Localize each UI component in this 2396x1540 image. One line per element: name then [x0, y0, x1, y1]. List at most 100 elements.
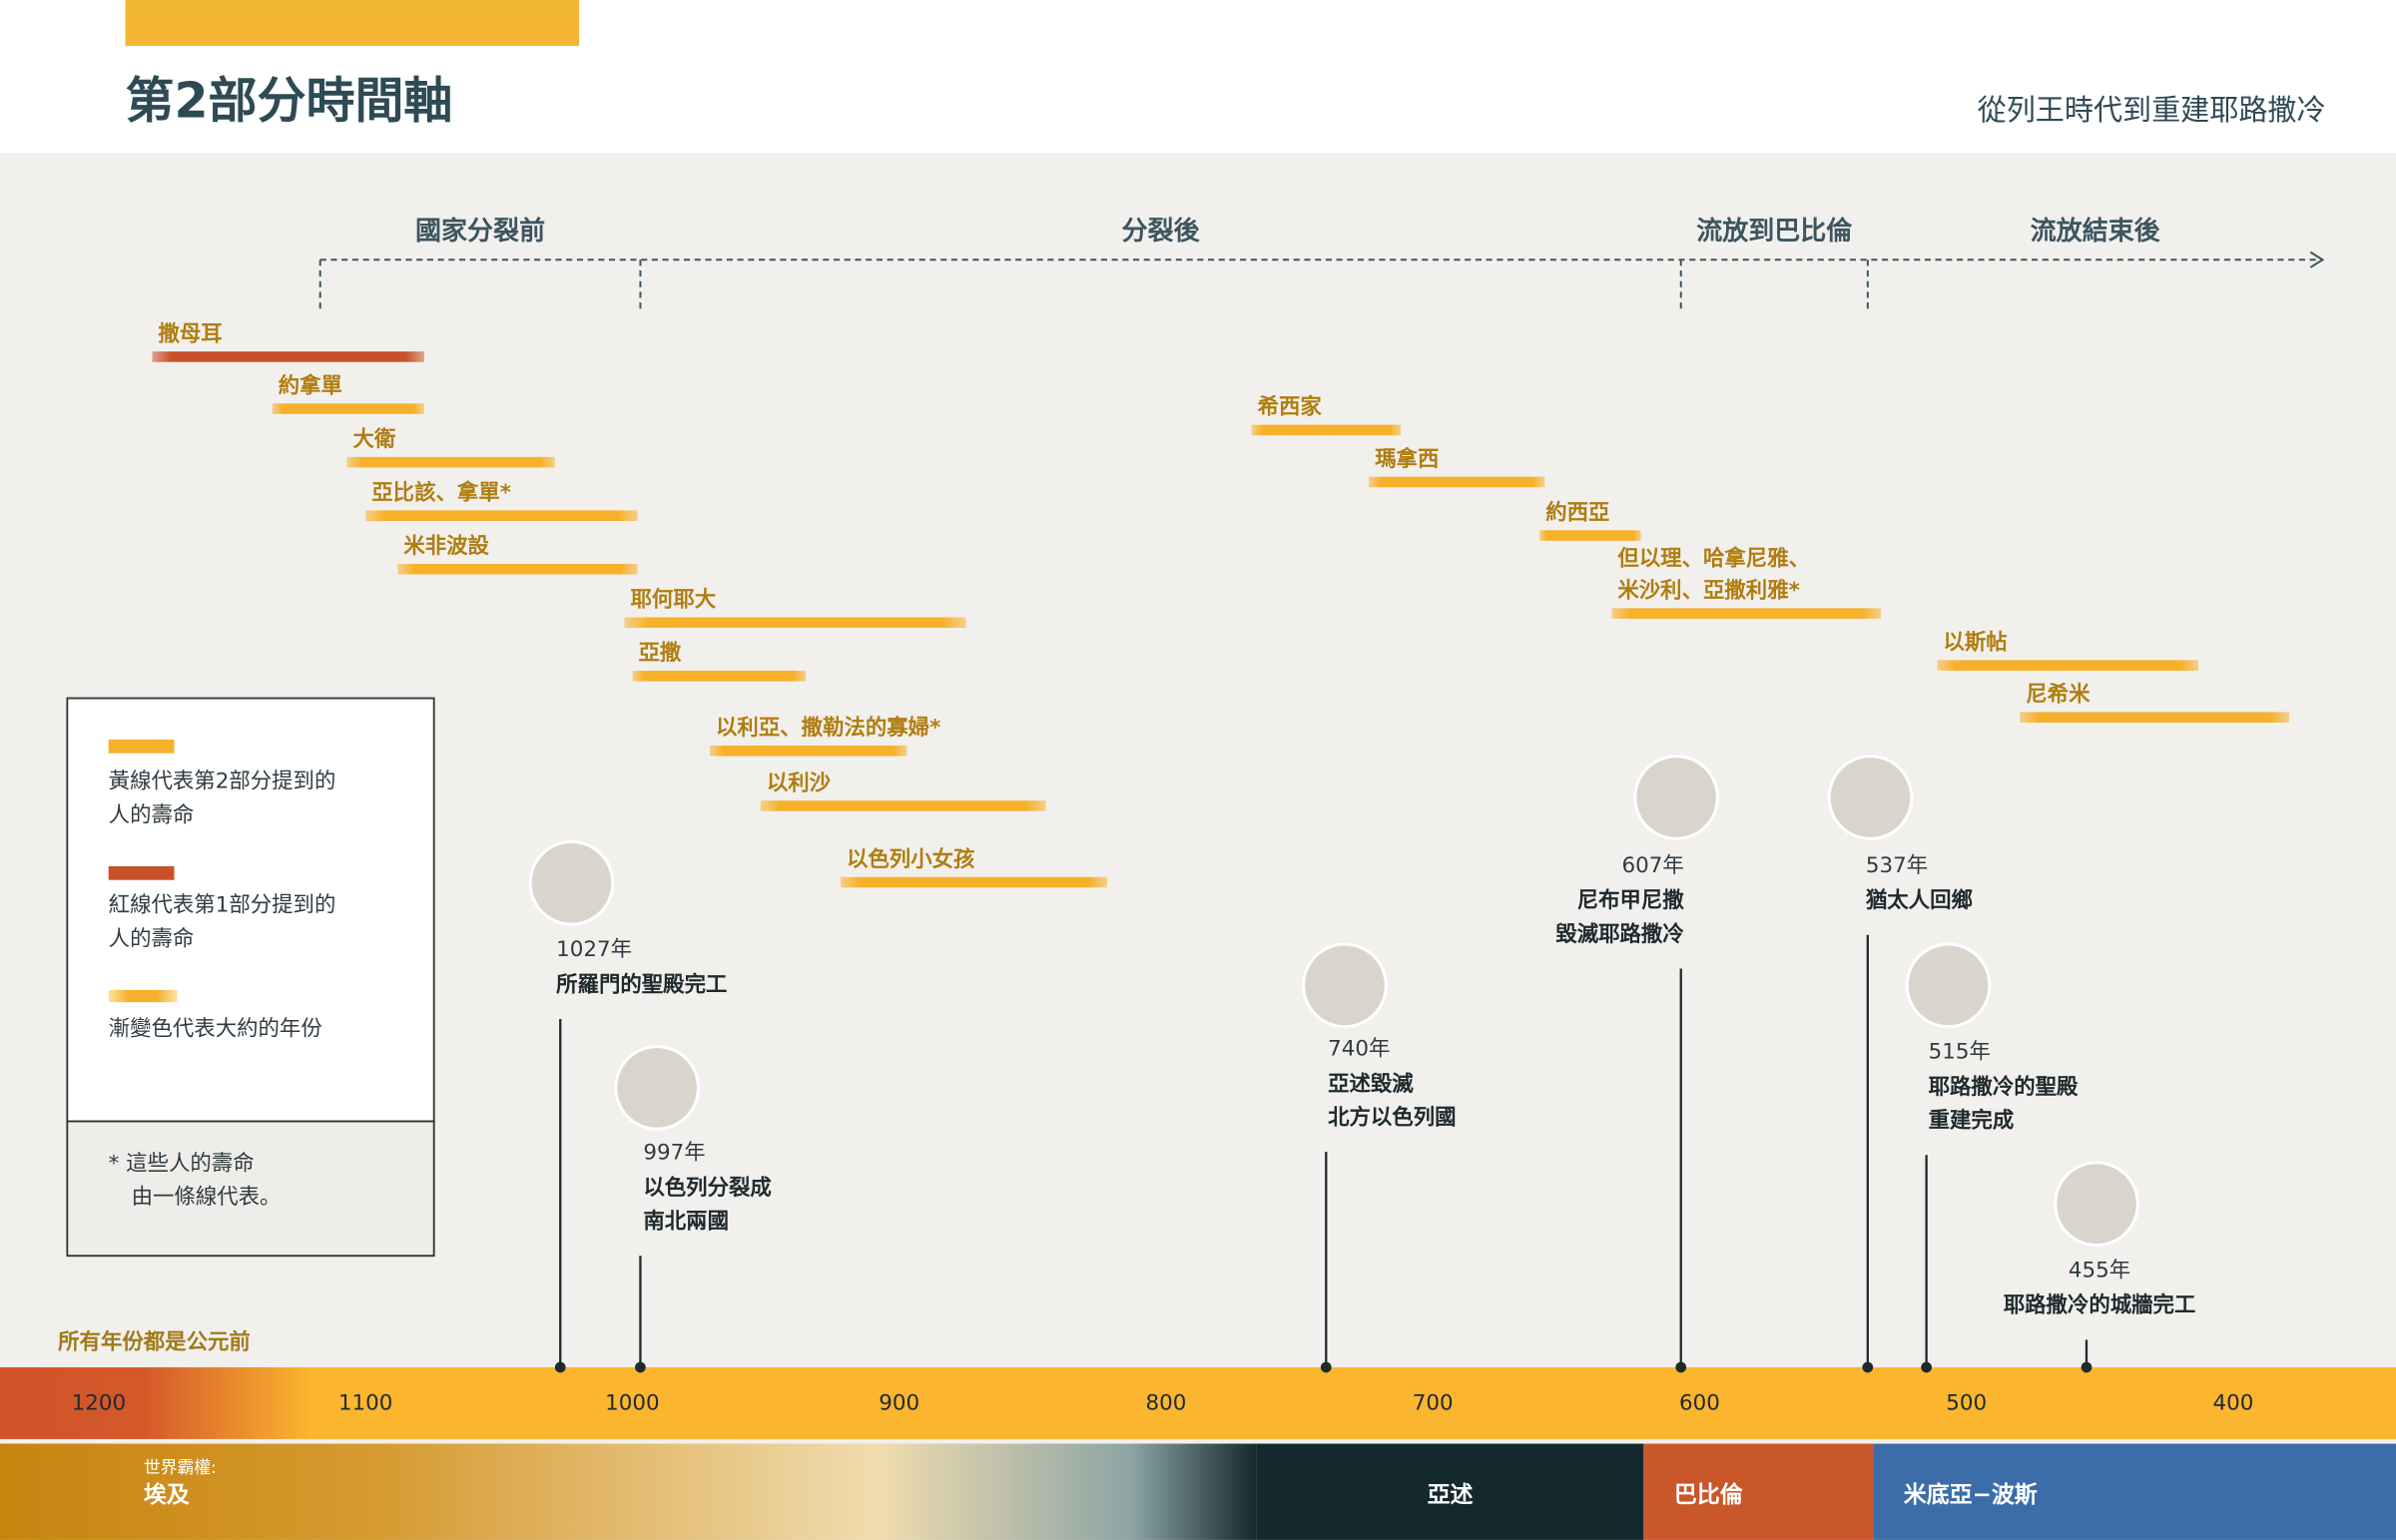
event-text: 北方以色列國: [1328, 1104, 1456, 1130]
person-name: 尼希米: [2026, 682, 2091, 708]
legend-box: [66, 697, 435, 1123]
legend-footnote: * 這些人的壽命: [109, 1151, 255, 1176]
legend-text: 黃線代表第2部分提到的: [109, 770, 336, 794]
power-band: [0, 1443, 1257, 1540]
lifespan-bar: [760, 800, 1046, 811]
event-image: [1827, 755, 1914, 840]
lifespan-bar: [272, 403, 424, 414]
event-text: 亞述毀滅: [1328, 1072, 1414, 1097]
event-year: 1027年: [556, 937, 632, 962]
x-tick-label: 1000: [605, 1391, 659, 1416]
lifespan-bar: [624, 617, 966, 629]
person-name: 亞比該、拿單*: [371, 479, 511, 505]
person-name: 以利沙: [767, 770, 832, 795]
person-name: 瑪拿西: [1375, 446, 1439, 472]
lifespan-bar: [1937, 660, 2199, 672]
legend: 黃線代表第2部分提到的人的壽命紅線代表第1部分提到的人的壽命漸變色代表大約的年份…: [66, 697, 435, 1258]
era-arrow: [2309, 251, 2325, 268]
power-label: 世界霸權:: [144, 1457, 217, 1477]
event-text: 重建完成: [1929, 1108, 2015, 1134]
event-text: 耶路撒冷的城牆完工: [2004, 1292, 2196, 1318]
person-name: 約西亞: [1545, 499, 1609, 525]
x-tick-label: 400: [2213, 1391, 2254, 1416]
legend-footnote: 由一條線代表。: [132, 1185, 282, 1210]
person-name: 米非波設: [403, 533, 489, 559]
event-text: 南北兩國: [643, 1210, 729, 1235]
lifespan-bar: [1539, 530, 1641, 541]
lifespan-bar: [1369, 476, 1545, 488]
person-name: 但以理、哈拿尼雅、: [1617, 545, 1810, 571]
lifespan-bar: [2020, 712, 2290, 724]
event-year: 515年: [1929, 1040, 1991, 1065]
event-dot: [1675, 1361, 1687, 1373]
event-image: [528, 839, 615, 926]
x-tick-label: 500: [1946, 1391, 1987, 1416]
legend-note-box: [66, 1120, 435, 1258]
era-label: 國家分裂前: [415, 216, 545, 247]
power-name: 亞述: [1428, 1482, 1474, 1508]
legend-text: 人的壽命: [109, 926, 195, 951]
lifespan-bar: [840, 876, 1108, 888]
x-tick-label: 1200: [72, 1391, 126, 1416]
event-image: [2054, 1161, 2139, 1248]
person-name: 以色列小女孩: [847, 846, 975, 872]
event-year: 455年: [2069, 1259, 2130, 1283]
event-image: [1905, 942, 1992, 1029]
event-text: 猶太人回鄉: [1865, 887, 1974, 913]
x-tick-label: 700: [1413, 1391, 1454, 1416]
event-text: 耶路撒冷的聖殿: [1929, 1074, 2079, 1100]
event-text: 毀滅耶路撒冷: [1555, 921, 1684, 947]
person-name: 撒母耳: [158, 321, 222, 346]
event-image: [1302, 942, 1388, 1029]
event-text: 以色列分裂成: [643, 1175, 771, 1201]
event-text: 尼布甲尼撒: [1577, 887, 1685, 913]
title: 第2部分時間軸: [126, 73, 453, 130]
note: 所有年份都是公元前: [58, 1328, 251, 1354]
legend-swatch: [108, 865, 175, 880]
era-label: 流放到巴比倫: [1696, 216, 1853, 247]
lifespan-bar: [632, 671, 807, 682]
legend-swatch: [108, 989, 178, 1003]
power-name: 米底亞−波斯: [1904, 1481, 2038, 1508]
person-name: 耶何耶大: [631, 587, 717, 613]
lifespan-bar: [1251, 424, 1402, 436]
lifespan-bar: [346, 456, 555, 468]
lifespan-bar: [365, 510, 638, 522]
person-name: 大衛: [353, 426, 396, 452]
event-year: 607年: [1621, 853, 1683, 878]
axis-band: [0, 1366, 2396, 1439]
power-name: 埃及: [144, 1481, 190, 1508]
event-text: 所羅門的聖殿完工: [556, 971, 727, 997]
lifespan-bar: [397, 563, 638, 575]
legend-text: 漸變色代表大約的年份: [109, 1017, 322, 1042]
event-year: 997年: [643, 1141, 705, 1166]
power-band: [1256, 1443, 1644, 1540]
x-tick-label: 900: [879, 1391, 919, 1416]
lifespan-bar: [709, 746, 907, 757]
era-label: 流放結束後: [2031, 216, 2161, 247]
event-image: [1633, 755, 1719, 840]
person-name: 以斯帖: [1943, 629, 2007, 655]
event-dot: [1921, 1361, 1932, 1373]
event-dot: [2081, 1361, 2093, 1373]
event-year: 740年: [1328, 1037, 1390, 1062]
header-accent: [125, 0, 580, 46]
person-name: 米沙利、亞撒利雅*: [1617, 577, 1799, 603]
era-label: 分裂後: [1122, 216, 1201, 247]
power-band: [1873, 1443, 2396, 1540]
person-name: 以利亞、撒勒法的寡婦*: [716, 715, 940, 741]
person-name: 希西家: [1258, 394, 1323, 420]
event-dot: [1862, 1361, 1874, 1373]
legend-text: 人的壽命: [109, 802, 195, 827]
lifespan-bar: [152, 351, 424, 362]
lifespan-bar: [1611, 608, 1882, 619]
event-dot: [635, 1361, 646, 1373]
x-tick-label: 800: [1145, 1391, 1186, 1416]
person-name: 約拿單: [279, 372, 342, 398]
power-name: 巴比倫: [1674, 1481, 1744, 1508]
x-tick-label: 600: [1679, 1391, 1720, 1416]
event-year: 537年: [1866, 853, 1928, 878]
legend-swatch: [108, 739, 175, 754]
